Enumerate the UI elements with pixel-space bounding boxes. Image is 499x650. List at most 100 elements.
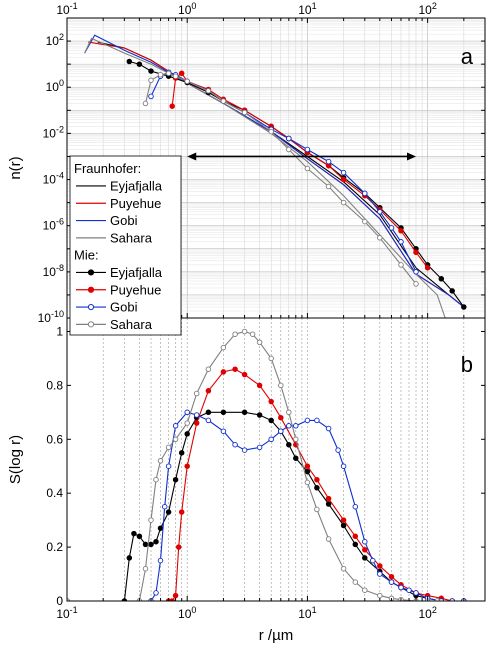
data-point — [220, 344, 227, 351]
data-point — [268, 355, 274, 362]
y-tick-label: 102 — [46, 32, 64, 48]
y-ticks-a: 10-10 10-8 10-6 10-4 10-2 100 102 — [38, 32, 485, 325]
y-tick-label: 0.8 — [46, 378, 63, 392]
data-point — [184, 420, 190, 426]
legend-item-puyehue-mie: Puyehue — [76, 282, 161, 297]
data-point — [377, 235, 383, 241]
legend-group-title: Mie: — [74, 248, 99, 263]
series-group-a — [84, 34, 467, 318]
data-point — [362, 218, 368, 225]
data-point — [184, 78, 190, 85]
y-tick-label: 0.2 — [46, 540, 63, 554]
y-tick-label: 10-10 — [38, 309, 64, 325]
data-point — [184, 409, 190, 416]
y-tick-label: 10-6 — [43, 217, 64, 233]
data-point — [325, 158, 332, 165]
data-point — [148, 93, 154, 100]
legend-item-sahara-mie: Sahara — [76, 317, 153, 332]
data-point — [340, 522, 347, 529]
data-point — [148, 541, 154, 548]
data-point — [362, 538, 368, 545]
series-sahara-curve — [67, 328, 440, 601]
data-point — [286, 146, 292, 153]
data-point — [268, 436, 274, 443]
data-point — [304, 479, 311, 486]
grid-b — [66, 318, 486, 601]
data-point — [220, 428, 227, 434]
data-point — [232, 331, 238, 337]
series-line — [67, 411, 464, 601]
data-point — [325, 501, 332, 507]
data-point — [340, 565, 347, 572]
data-point — [193, 390, 200, 397]
data-point — [278, 382, 284, 389]
data-point — [142, 100, 149, 107]
data-point — [157, 525, 164, 531]
legend-marker — [87, 286, 95, 293]
x-ticks-a: 10-1 100 101 102 — [56, 1, 486, 318]
data-point — [413, 249, 419, 256]
data-point — [438, 598, 445, 601]
data-point — [268, 417, 274, 424]
data-point — [205, 366, 212, 372]
data-point — [241, 109, 248, 116]
data-point — [388, 225, 395, 231]
x-tick-label: 100 — [178, 1, 196, 17]
data-point — [362, 587, 368, 593]
x-axis-label: r /µm — [259, 627, 293, 644]
legend-label: Puyehue — [110, 282, 161, 297]
data-point — [352, 579, 359, 585]
panel-a: 10-1 100 101 102 10-10 10-8 10-6 10-4 10-2 100 102… — [7, 1, 486, 325]
data-point — [377, 592, 383, 599]
data-point — [424, 265, 431, 271]
x-tick-label: 102 — [418, 605, 436, 621]
data-point — [449, 288, 455, 294]
data-point — [304, 146, 311, 153]
data-point — [340, 199, 347, 206]
data-point — [352, 541, 359, 548]
series-gobi-curve — [67, 409, 467, 601]
legend-item-eyjafjalla-fraunhofer: Eyjafjalla — [76, 178, 163, 193]
data-point — [398, 228, 404, 234]
series-line — [67, 330, 438, 601]
legend-item-puyehue-fraunhofer: Puyehue — [76, 196, 161, 211]
data-point — [232, 366, 238, 372]
data-point — [205, 388, 212, 394]
y-tick-label: 0.6 — [46, 432, 63, 446]
data-point — [314, 506, 320, 513]
data-point — [165, 444, 172, 451]
data-point — [293, 455, 299, 461]
data-point — [398, 262, 404, 268]
data-point — [126, 555, 133, 561]
x-ticks-b: 10-1 100 101 102 — [56, 596, 486, 621]
y-tick-label: 10-8 — [43, 263, 64, 279]
data-point — [241, 409, 248, 416]
data-point — [413, 281, 419, 287]
arrow-head-right — [406, 152, 416, 161]
data-point — [126, 58, 133, 65]
legend: Fraunhofer: Eyjafjalla Puyehue Gobi Sahara Mi… — [69, 155, 182, 336]
data-point — [352, 503, 359, 510]
data-point — [157, 71, 164, 78]
data-point — [193, 420, 200, 426]
data-point — [169, 598, 175, 601]
y-tick-label: 10-4 — [43, 171, 64, 187]
y-tick-label: 0 — [56, 594, 63, 608]
y-ticks-b: 0 0.2 0.4 0.6 0.8 1 — [46, 324, 485, 608]
data-point — [148, 77, 154, 84]
data-point — [153, 538, 159, 545]
data-point — [232, 441, 238, 448]
data-point — [184, 431, 190, 437]
data-point — [193, 412, 200, 418]
data-point — [136, 533, 143, 540]
data-point — [335, 447, 341, 453]
data-point — [165, 70, 172, 77]
y-tick-label: 1 — [56, 324, 63, 338]
data-point — [241, 371, 248, 378]
data-point — [304, 165, 311, 172]
data-point — [304, 417, 311, 424]
x-tick-label: 101 — [298, 1, 316, 17]
data-point — [178, 509, 185, 515]
data-point — [377, 209, 383, 215]
data-point — [314, 485, 320, 491]
